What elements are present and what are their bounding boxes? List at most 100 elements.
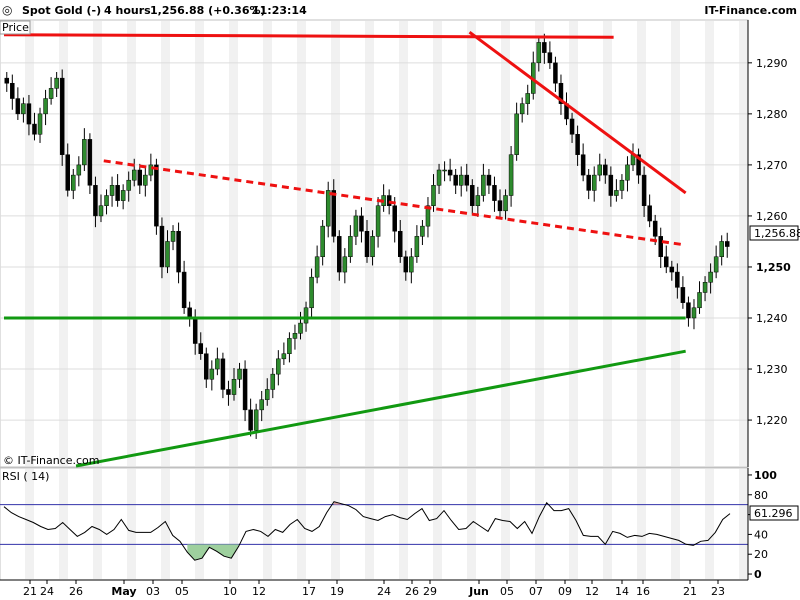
day-stripe xyxy=(263,21,272,466)
last-price-tag: 1,256.88 xyxy=(754,227,800,240)
candle-down xyxy=(187,307,192,319)
candle-up xyxy=(314,256,320,278)
candle-up xyxy=(458,174,464,186)
candle-down xyxy=(464,174,470,186)
candle-down xyxy=(392,205,397,232)
time-tick-label: 26 xyxy=(69,585,83,598)
candle-up xyxy=(370,236,375,258)
candle-down xyxy=(447,169,453,176)
candle-down xyxy=(558,82,564,104)
candle-down xyxy=(470,185,475,206)
trendline-resistance-falling xyxy=(468,31,687,195)
day-stripe xyxy=(297,21,306,466)
candle-up xyxy=(625,164,630,181)
price-tick-label: 1,290 xyxy=(756,57,788,70)
day-stripe xyxy=(195,469,204,579)
day-stripe xyxy=(637,21,646,466)
day-stripe xyxy=(331,21,340,466)
candle-up xyxy=(37,113,43,135)
rsi-tick-label: 20 xyxy=(754,548,768,561)
time-axis: 21 24 26 May 03 05 10 12 17 19 24 26 29 Jun 05 07 09 12 14… xyxy=(23,580,725,598)
day-stripe xyxy=(467,469,476,579)
day-stripe xyxy=(637,469,646,579)
candle-down xyxy=(603,164,608,176)
candle-up xyxy=(713,256,719,273)
candle-up xyxy=(420,225,425,237)
candle-down xyxy=(680,287,686,303)
rsi-line xyxy=(3,501,731,561)
rsi-tick-label: 0 xyxy=(754,568,762,581)
candle-down xyxy=(658,236,663,258)
price-tick-label: 1,240 xyxy=(756,312,788,325)
day-stripe xyxy=(195,21,204,466)
candle-up xyxy=(591,174,597,191)
copyright-label: © IT-Finance.com xyxy=(3,454,100,467)
rsi-panel-label: RSI ( 14) xyxy=(2,470,49,483)
candle-down xyxy=(242,368,248,411)
last-price-change: 1,256.88 (+0.36%) xyxy=(150,4,266,17)
day-stripe xyxy=(433,469,442,579)
candle-down xyxy=(248,409,253,431)
candle-down xyxy=(647,205,652,222)
candle-up xyxy=(276,358,281,375)
timeframe-label: 4 hours xyxy=(104,4,151,17)
candle-up xyxy=(508,154,514,196)
candle-up xyxy=(209,368,215,380)
day-stripe xyxy=(671,469,680,579)
day-stripe xyxy=(739,469,748,579)
candle-down xyxy=(453,174,458,186)
candle-up xyxy=(215,358,220,370)
candle-up xyxy=(126,179,131,191)
candle-up xyxy=(708,271,713,283)
candle-up xyxy=(298,322,303,334)
candle-down xyxy=(4,77,10,84)
candle-up xyxy=(503,195,508,212)
candle-up xyxy=(270,373,276,390)
day-stripe xyxy=(535,469,544,579)
time-tick-label: 23 xyxy=(711,585,725,598)
candle-down xyxy=(575,134,580,155)
candle-up xyxy=(98,205,104,217)
candle-up xyxy=(702,282,708,293)
time-tick-label: 26 xyxy=(405,585,419,598)
day-stripe xyxy=(93,469,102,579)
candle-down xyxy=(10,82,15,99)
candle-up xyxy=(320,225,325,258)
trendlines xyxy=(3,31,687,468)
candle-up xyxy=(48,88,54,99)
candle-up xyxy=(536,42,542,64)
candle-up xyxy=(442,169,447,172)
candle-down xyxy=(198,343,203,354)
candle-up xyxy=(109,185,115,196)
time-tick-label: 12 xyxy=(585,585,599,598)
candle-down xyxy=(59,77,65,155)
candle-down xyxy=(359,215,364,232)
candle-up xyxy=(287,338,292,354)
candle-up xyxy=(292,333,298,339)
candle-up xyxy=(170,230,176,242)
time-tick-label: 12 xyxy=(252,585,266,598)
day-stripe xyxy=(467,21,476,466)
day-stripe xyxy=(331,469,340,579)
candle-up xyxy=(131,169,137,181)
price-tick-label: 1,230 xyxy=(756,363,788,376)
candle-down xyxy=(204,353,209,380)
day-stripe xyxy=(25,469,34,579)
rsi-value-tag: 61.296 xyxy=(754,507,793,520)
candle-down xyxy=(586,174,591,191)
day-stripe xyxy=(127,469,136,579)
candle-down xyxy=(608,174,614,196)
day-stripe xyxy=(603,469,612,579)
brand-label: IT-Finance.com xyxy=(704,4,797,17)
time-tick-label: 19 xyxy=(330,585,344,598)
candle-up xyxy=(54,77,59,89)
candle-down xyxy=(364,230,370,258)
rsi-value-tag-box xyxy=(749,505,799,521)
time-tick-label: Jun xyxy=(468,585,489,598)
day-stripe xyxy=(739,21,748,466)
day-stripe xyxy=(569,21,578,466)
candle-up xyxy=(253,409,259,431)
candle-up xyxy=(259,399,264,411)
